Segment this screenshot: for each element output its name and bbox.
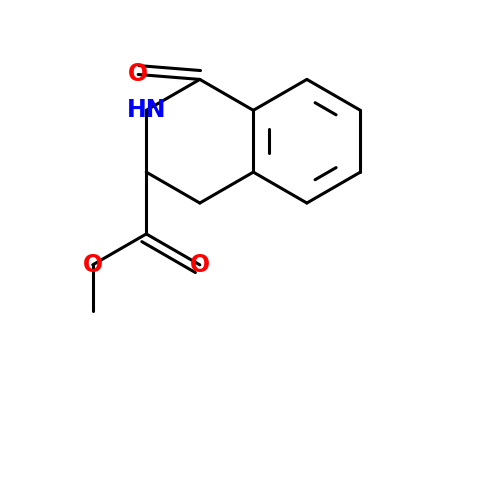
Text: O: O <box>82 253 103 277</box>
Text: O: O <box>128 62 148 86</box>
Text: O: O <box>190 253 210 277</box>
Text: HN: HN <box>126 98 166 122</box>
